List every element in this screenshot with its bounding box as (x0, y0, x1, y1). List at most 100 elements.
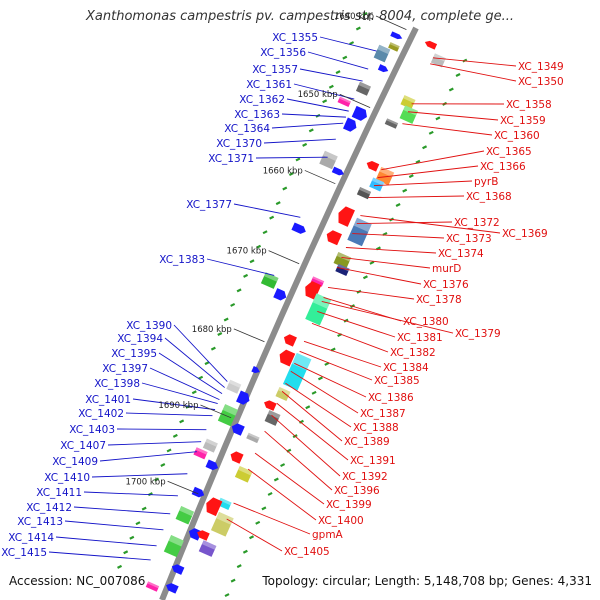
leader-line-xc-1374 (345, 247, 437, 254)
gene-label-xc-1373[interactable]: XC_1373 (446, 233, 492, 245)
gene-label-xc-1397[interactable]: XC_1397 (102, 363, 148, 375)
position-tick (302, 142, 308, 147)
gene-label-xc-1400[interactable]: XC_1400 (318, 515, 364, 527)
position-tick (342, 55, 348, 60)
gene-label-xc-1384[interactable]: XC_1384 (383, 362, 429, 374)
gene-label-xc-1357[interactable]: XC_1357 (252, 64, 298, 76)
gene-label-xc-1370[interactable]: XC_1370 (216, 138, 262, 150)
leader-line-xc-1364 (271, 122, 344, 129)
gene-label-xc-1410[interactable]: XC_1410 (44, 472, 90, 484)
gene-label-xc-1377[interactable]: XC_1377 (186, 199, 232, 211)
gene-label-xc-1350[interactable]: XC_1350 (518, 76, 564, 88)
leader-line-xc-1360 (402, 123, 493, 136)
gene-arrow (331, 166, 344, 176)
gene-label-xc-1382[interactable]: XC_1382 (390, 347, 436, 359)
gene-label-xc-1385[interactable]: XC_1385 (374, 375, 420, 387)
gene-label-xc-1392[interactable]: XC_1392 (342, 471, 388, 483)
gene-label-xc-1374[interactable]: XC_1374 (438, 248, 484, 260)
gene-label-xc-1413[interactable]: XC_1413 (17, 516, 63, 528)
gene-label-xc-1409[interactable]: XC_1409 (52, 456, 98, 468)
gene-label-xc-1394[interactable]: XC_1394 (117, 333, 163, 345)
gene-block (400, 95, 416, 110)
gene-label-xc-1349[interactable]: XC_1349 (518, 61, 564, 73)
position-tick (382, 231, 388, 236)
gene-label-xc-1401[interactable]: XC_1401 (85, 394, 131, 406)
gene-label-xc-1362[interactable]: XC_1362 (239, 94, 285, 106)
gene-label-xc-1389[interactable]: XC_1389 (344, 436, 390, 448)
position-tick (198, 375, 204, 380)
position-tick (402, 188, 408, 193)
gene-arrow (166, 583, 179, 594)
position-label-1690-kbp: 1690 kbp (158, 401, 198, 411)
gene-label-xc-1361[interactable]: XC_1361 (246, 79, 292, 91)
gene-label-xc-1411[interactable]: XC_1411 (36, 487, 82, 499)
position-tick (369, 260, 375, 265)
gene-label-gpma[interactable]: gpmA (312, 529, 344, 541)
gene-block (355, 81, 371, 96)
gene-arrow (366, 161, 380, 172)
gene-label-xc-1402[interactable]: XC_1402 (78, 408, 124, 420)
gene-layer (145, 31, 446, 594)
gene-label-xc-1379[interactable]: XC_1379 (455, 328, 501, 340)
gene-label-xc-1399[interactable]: XC_1399 (326, 499, 372, 511)
gene-label-xc-1381[interactable]: XC_1381 (397, 332, 443, 344)
gene-label-xc-1363[interactable]: XC_1363 (234, 109, 280, 121)
position-label-1700-kbp: 1700 kbp (126, 477, 166, 487)
gene-block (145, 581, 160, 592)
gene-label-xc-1415[interactable]: XC_1415 (1, 547, 47, 559)
forward-gene-labels: XC_1355 XC_1356 XC_1357 XC_1361 XC_1362 XC_13… (1, 32, 318, 559)
gene-label-xc-1407[interactable]: XC_1407 (60, 440, 106, 452)
leader-line-xc-1349 (432, 57, 517, 67)
gene-label-xc-1356[interactable]: XC_1356 (260, 47, 306, 59)
leader-line-xc-1356 (307, 51, 369, 70)
gene-block (246, 432, 260, 444)
position-tick (117, 564, 123, 569)
leader-line-xc-1392 (271, 414, 341, 477)
gene-label-xc-1380[interactable]: XC_1380 (403, 316, 449, 328)
gene-label-xc-1378[interactable]: XC_1378 (416, 294, 462, 306)
gene-label-xc-1405[interactable]: XC_1405 (284, 546, 330, 558)
gene-arrow (171, 564, 185, 575)
gene-label-xc-1376[interactable]: XC_1376 (423, 279, 469, 291)
gene-label-xc-1364[interactable]: XC_1364 (224, 123, 270, 135)
leader-line-xc-1400 (247, 468, 317, 521)
gene-arrow (264, 400, 277, 411)
gene-label-xc-1412[interactable]: XC_1412 (26, 502, 72, 514)
gene-label-pyrb[interactable]: pyrB (474, 176, 498, 188)
leader-line-xc-1384 (303, 340, 382, 368)
position-tick (210, 346, 216, 351)
gene-label-xc-1368[interactable]: XC_1368 (466, 191, 512, 203)
gene-label-xc-1391[interactable]: XC_1391 (350, 455, 396, 467)
gene-label-xc-1387[interactable]: XC_1387 (360, 408, 406, 420)
position-tick (249, 535, 255, 540)
gene-label-murd[interactable]: murD (432, 263, 461, 275)
gene-label-xc-1366[interactable]: XC_1366 (480, 161, 526, 173)
gene-label-xc-1369[interactable]: XC_1369 (502, 228, 548, 240)
position-label-1660-kbp: 1660 kbp (263, 166, 303, 176)
position-tick (295, 157, 301, 162)
position-label-1640-kbp: 1640 kbp (334, 12, 374, 22)
position-tick (242, 549, 248, 554)
leader-line-pyrb (373, 180, 473, 187)
gene-label-xc-1383[interactable]: XC_1383 (159, 254, 205, 266)
gene-label-xc-1360[interactable]: XC_1360 (494, 130, 540, 142)
gene-label-xc-1358[interactable]: XC_1358 (506, 99, 552, 111)
gene-label-xc-1396[interactable]: XC_1396 (334, 485, 380, 497)
gene-label-xc-1414[interactable]: XC_1414 (8, 532, 54, 544)
gene-label-xc-1355[interactable]: XC_1355 (272, 32, 318, 44)
gene-label-xc-1372[interactable]: XC_1372 (454, 217, 500, 229)
leader-line-xc-1381 (317, 310, 396, 338)
gene-label-xc-1359[interactable]: XC_1359 (500, 115, 546, 127)
gene-label-xc-1390[interactable]: XC_1390 (126, 320, 172, 332)
gene-label-xc-1371[interactable]: XC_1371 (208, 153, 254, 165)
gene-label-xc-1395[interactable]: XC_1395 (111, 348, 157, 360)
gene-label-xc-1403[interactable]: XC_1403 (69, 424, 115, 436)
gene-label-xc-1386[interactable]: XC_1386 (368, 392, 414, 404)
gene-label-xc-1398[interactable]: XC_1398 (94, 378, 140, 390)
gene-label-xc-1365[interactable]: XC_1365 (486, 146, 532, 158)
gene-label-xc-1388[interactable]: XC_1388 (353, 422, 399, 434)
gene-arrow (205, 459, 219, 471)
position-tick (335, 70, 341, 75)
leader-line-xc-1385 (299, 350, 373, 381)
position-tick (256, 244, 262, 249)
